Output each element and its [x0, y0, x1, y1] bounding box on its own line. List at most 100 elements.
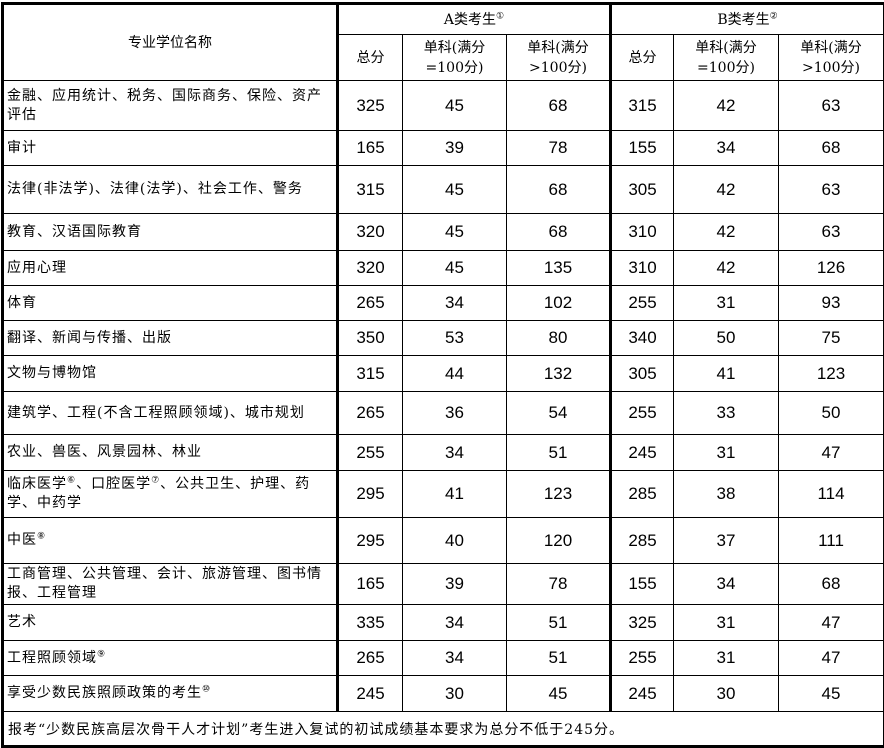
- total-score-b: 305: [609, 355, 675, 392]
- single-100-score-a: 34: [402, 640, 507, 676]
- header-a-total: 总分: [336, 34, 403, 81]
- row-name: 建筑学、工程(不含工程照顾领域)、城市规划: [2, 391, 338, 435]
- table-row: 临床医学⑥、口腔医学⑦、公共卫生、护理、药学、中药学 295 41 123 285 38 1…: [2, 470, 884, 518]
- total-score-b: 155: [609, 130, 675, 166]
- row-name-text: 、公共卫生、护理、药学、中药学: [7, 476, 311, 511]
- single-100-score-b: 31: [673, 285, 780, 321]
- header-a-single-100: 单科(满分=100分): [402, 34, 507, 81]
- total-score-b: 255: [609, 391, 675, 435]
- row-name-text: 享受少数民族照顾政策的考生: [7, 685, 202, 701]
- row-name-text: 金融、应用统计、税务、国际商务、保险、资产评估: [7, 87, 322, 123]
- header-line: 单科(满分: [695, 39, 757, 56]
- total-score-a: 295: [336, 470, 403, 518]
- total-score-b: 255: [609, 640, 675, 676]
- total-score-b: 255: [609, 285, 675, 321]
- table-row: 金融、应用统计、税务、国际商务、保险、资产评估 325 45 68 315 42 63: [2, 80, 884, 131]
- row-name-text: 建筑学、工程(不含工程照顾领域)、城市规划: [7, 404, 305, 421]
- header-b-single-over100: 单科(满分 >100分): [778, 34, 884, 81]
- header-line: =100分): [697, 59, 755, 76]
- row-name: 临床医学⑥、口腔医学⑦、公共卫生、护理、药学、中药学: [2, 470, 338, 518]
- total-score-a: 315: [336, 355, 403, 392]
- single-over100-score-b: 111: [778, 517, 884, 564]
- single-over100-score-b: 63: [778, 213, 884, 251]
- single-over100-score-b: 93: [778, 285, 884, 321]
- footnote-mark: ⑦: [151, 475, 161, 486]
- single-100-score-b: 42: [673, 250, 780, 286]
- single-over100-score-b: 126: [778, 250, 884, 286]
- header-line: 单科(满分: [800, 39, 862, 56]
- row-name: 审计: [2, 130, 338, 166]
- row-name: 金融、应用统计、税务、国际商务、保险、资产评估: [2, 80, 338, 131]
- footnote-mark: ②: [769, 10, 778, 21]
- single-over100-score-a: 123: [505, 470, 612, 518]
- total-score-b: 245: [609, 434, 675, 471]
- table-row: 建筑学、工程(不含工程照顾领域)、城市规划 265 36 54 255 33 50: [2, 391, 884, 435]
- table-row: 法律(非法学)、法律(法学)、社会工作、警务 315 45 68 305 42 63: [2, 165, 884, 214]
- single-over100-score-a: 68: [505, 165, 612, 214]
- total-score-b: 325: [609, 604, 675, 641]
- group-a-label: A类考生: [443, 11, 497, 28]
- single-100-score-a: 53: [402, 320, 507, 356]
- total-score-a: 295: [336, 517, 403, 564]
- row-name-text: 教育、汉语国际教育: [7, 223, 142, 240]
- footnote-mark: ⑩: [202, 684, 212, 695]
- row-name: 享受少数民族照顾政策的考生⑩: [2, 675, 338, 712]
- single-100-score-a: 45: [402, 80, 507, 131]
- table-row: 享受少数民族照顾政策的考生⑩ 245 30 45 245 30 45: [2, 675, 884, 712]
- row-name: 农业、兽医、风景园林、林业: [2, 434, 338, 471]
- single-100-score-a: 34: [402, 285, 507, 321]
- row-name-text: 工商管理、公共管理、会计、旅游管理、图书情报、工程管理: [7, 566, 322, 601]
- single-over100-score-a: 80: [505, 320, 612, 356]
- single-over100-score-a: 54: [505, 391, 612, 435]
- single-over100-score-b: 68: [778, 130, 884, 166]
- single-100-score-a: 34: [402, 604, 507, 641]
- footer-note: 报考“少数民族高层次骨干人才计划”考生进入复试的初试成绩基本要求为总分不低于24…: [1, 711, 884, 747]
- total-score-a: 320: [336, 213, 403, 251]
- total-score-a: 315: [336, 165, 403, 214]
- single-over100-score-a: 135: [505, 250, 612, 286]
- row-name: 体育: [2, 285, 338, 321]
- row-name-text: 法律(非法学)、法律(法学)、社会工作、警务: [7, 181, 303, 197]
- single-100-score-b: 33: [673, 391, 780, 435]
- header-b-single-100: 单科(满分 =100分): [673, 34, 780, 81]
- row-name: 法律(非法学)、法律(法学)、社会工作、警务: [2, 165, 338, 214]
- row-name-text: 中医: [7, 532, 37, 548]
- single-100-score-b: 42: [673, 213, 780, 251]
- total-score-a: 265: [336, 640, 403, 676]
- single-100-score-b: 42: [673, 165, 780, 214]
- total-score-a: 255: [336, 434, 403, 471]
- single-100-score-b: 42: [673, 80, 780, 131]
- table-row: 体育 265 34 102 255 31 93: [2, 285, 884, 321]
- table-row: 农业、兽医、风景园林、林业 255 34 51 245 31 47: [2, 434, 884, 471]
- single-100-score-b: 34: [673, 563, 780, 605]
- total-score-a: 165: [336, 563, 403, 605]
- single-over100-score-a: 102: [505, 285, 612, 321]
- table-row: 艺术 335 34 51 325 31 47: [2, 604, 884, 641]
- row-name-text: 应用心理: [7, 259, 67, 276]
- single-over100-score-b: 68: [778, 563, 884, 605]
- header-a-single-100-text: 单科(满分=100分): [423, 39, 486, 76]
- single-over100-score-a: 68: [505, 80, 612, 131]
- total-score-b: 340: [609, 320, 675, 356]
- single-100-score-b: 31: [673, 640, 780, 676]
- header-group-a: A类考生①: [335, 3, 612, 35]
- header-line: >100分): [802, 59, 860, 76]
- single-100-score-a: 45: [402, 213, 507, 251]
- single-100-score-b: 30: [673, 675, 780, 712]
- total-score-a: 350: [336, 320, 403, 356]
- total-score-a: 165: [336, 130, 403, 166]
- row-name-text: 审计: [7, 139, 37, 156]
- single-over100-score-a: 68: [505, 213, 612, 251]
- row-name-text: 农业、兽医、风景园林、林业: [7, 444, 202, 460]
- single-over100-score-a: 120: [505, 517, 612, 564]
- single-100-score-b: 37: [673, 517, 780, 564]
- row-name-text: 临床医学: [7, 476, 67, 492]
- single-over100-score-b: 123: [778, 355, 884, 392]
- single-over100-score-b: 50: [778, 391, 884, 435]
- row-name: 文物与博物馆: [2, 355, 338, 392]
- single-100-score-a: 39: [402, 563, 507, 605]
- single-over100-score-b: 45: [778, 675, 884, 712]
- footnote-mark: ①: [496, 10, 505, 21]
- row-name: 教育、汉语国际教育: [2, 213, 338, 251]
- total-score-b: 315: [609, 80, 675, 131]
